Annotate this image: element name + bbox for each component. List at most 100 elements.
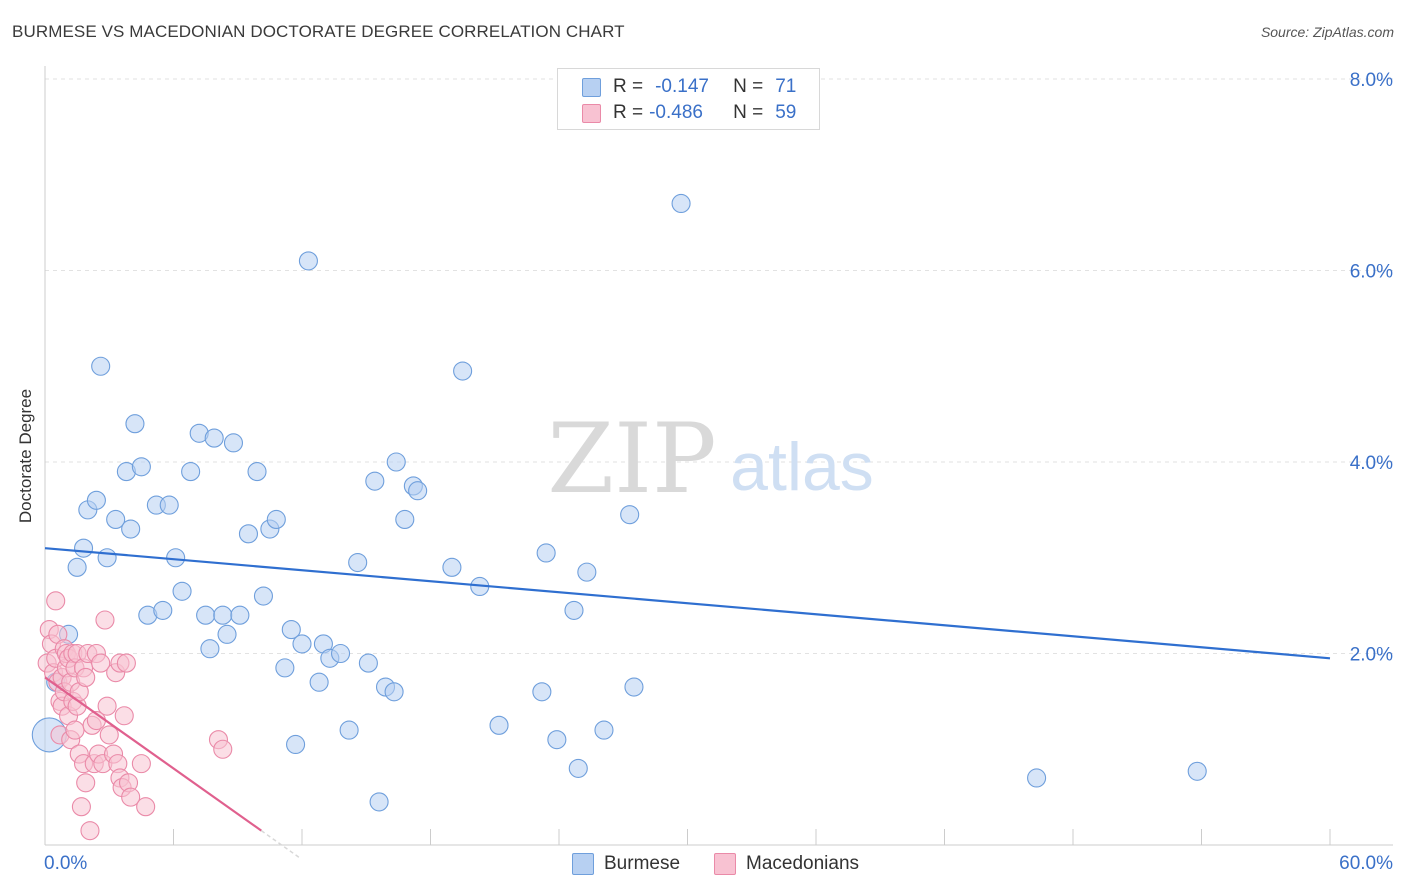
burmese-point [564,600,584,620]
macedonians-swatch [582,103,601,123]
watermark-zip: ZIP [547,403,716,515]
burmese-point [489,715,509,735]
watermark: ZIP atlas [547,403,873,515]
burmese-point [577,562,597,582]
burmese-point [309,672,329,692]
burmese-point [223,433,244,453]
burmese-point [266,509,286,530]
macedonian-point [91,653,111,673]
r-label: R = [613,102,644,123]
burmese-n-value: 71 [775,76,797,97]
r-label: R = [613,76,644,97]
burmese-point [594,720,614,740]
burmese-point [67,557,87,577]
burmese-point [671,193,691,214]
chart-source: Source: ZipAtlas.com [1260,24,1394,40]
burmese-legend-label: Burmese [604,853,681,874]
burmese-point [181,462,201,482]
series-legend-burmese[interactable]: Burmese [572,851,680,877]
trend-lines [44,547,1331,859]
burmese-point [204,428,224,448]
legend-row-macedonians: R = -0.486 N = 59 [582,101,796,125]
burmese-point [620,505,640,525]
burmese-point [1027,768,1047,788]
burmese-point [330,643,351,664]
burmese-point [213,605,233,625]
macedonians-n-value: 59 [775,102,797,123]
burmese-point [547,730,567,750]
burmese-point [121,519,141,539]
macedonian-point [95,610,115,630]
y-axis-label: Doctorate Degree [16,388,35,524]
burmese-point [536,543,556,563]
x-tick-label-min: 0.0% [44,853,87,874]
burmese-point [106,509,126,530]
burmese-point [358,653,378,673]
macedonian-trend-line [44,676,262,832]
stats-legend: R = -0.147 N = 71 R = -0.486 N = 59 [557,68,820,130]
burmese-swatch [582,77,601,97]
burmese-point [1187,761,1207,781]
burmese-point [97,548,117,568]
burmese-point [159,495,179,515]
burmese-point [384,682,404,702]
series-legend-macedonians[interactable]: Macedonians [714,851,859,877]
burmese-point [200,639,220,659]
macedonian-point [65,720,85,740]
burmese-legend-swatch [572,853,594,875]
axes: 2.0% 4.0% 6.0% 8.0% 0.0% 60.0% [44,66,1393,874]
burmese-point [275,658,295,678]
burmese-point [247,462,267,482]
macedonian-point [121,787,141,807]
burmese-point [395,509,415,530]
burmese-point [453,361,473,381]
burmese-point [298,251,318,271]
burmese-point [153,600,173,620]
macedonian-point [80,821,100,841]
burmese-point [125,414,145,434]
burmese-point [91,356,111,376]
burmese-point [286,734,306,755]
macedonian-point [76,667,96,687]
burmese-point [292,634,312,654]
macedonian-point [99,725,119,745]
macedonian-trend-extension [260,830,301,859]
burmese-point [568,758,588,778]
burmese-point [339,720,359,740]
macedonians-legend-label: Macedonians [746,853,860,874]
burmese-point [253,586,274,606]
burmese-point [131,457,151,477]
macedonian-point [131,754,151,774]
burmese-point [365,471,385,491]
macedonian-point [97,696,117,716]
macedonian-point [76,773,96,793]
n-label: N = [733,102,764,123]
burmese-point [86,490,106,510]
burmese-r-value: -0.147 [655,76,709,97]
gridlines [45,78,1393,654]
burmese-point [281,620,301,640]
burmese-point [196,605,216,625]
burmese-point [74,538,94,558]
burmese-point [348,552,368,573]
burmese-point [369,792,389,812]
y-tick-label: 6.0% [1350,262,1393,283]
burmese-point [386,452,406,472]
burmese-point [172,581,192,601]
burmese-point [408,481,428,501]
burmese-trend-line [44,547,1331,660]
y-tick-label: 4.0% [1350,453,1393,474]
burmese-point [230,605,250,625]
macedonians-r-value: -0.486 [649,102,703,123]
macedonians-legend-swatch [714,853,736,875]
x-tick-label-max: 60.0% [1339,853,1393,874]
n-label: N = [733,76,764,97]
y-tick-label: 8.0% [1350,70,1393,91]
burmese-point [624,677,644,697]
y-tick-label: 2.0% [1350,645,1393,666]
macedonian-point [213,739,233,759]
data-points [31,102,1207,841]
burmese-point [442,557,462,577]
